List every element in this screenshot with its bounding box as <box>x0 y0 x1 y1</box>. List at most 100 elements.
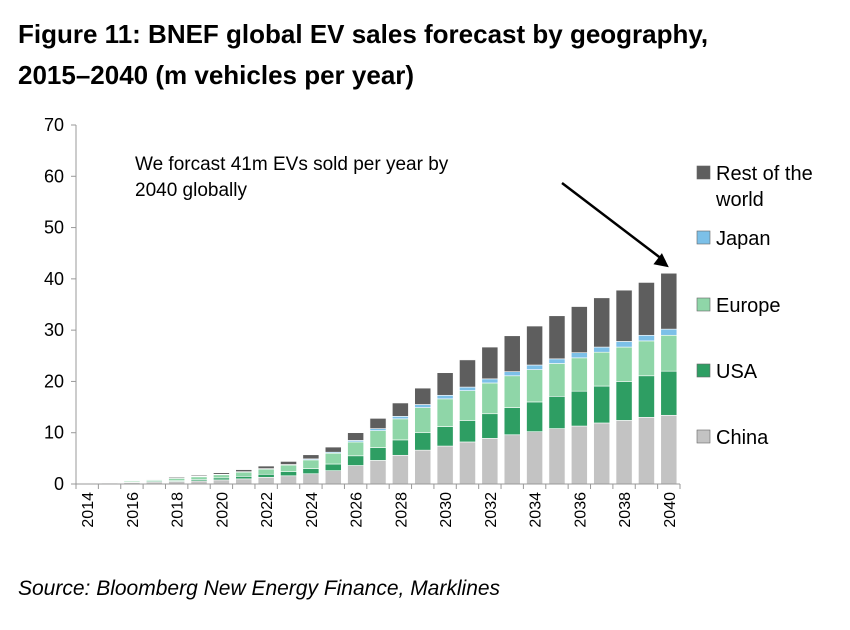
legend-swatch <box>696 297 711 312</box>
bar-segment <box>660 370 678 416</box>
bar-segment <box>481 382 499 415</box>
bar-segment <box>369 447 387 461</box>
bar-segment <box>101 481 118 483</box>
x-tick-label: 2030 <box>438 492 455 528</box>
bar-segment <box>302 454 320 460</box>
bar-segment <box>280 475 297 485</box>
legend: Rest of the world Japan Europe USA China <box>696 163 813 449</box>
bar-segment <box>660 334 678 372</box>
bar-segment <box>459 386 476 391</box>
bar-segment <box>615 346 633 382</box>
bar-segment <box>526 325 543 366</box>
bar-segment <box>302 459 320 469</box>
bar-segment <box>257 477 275 485</box>
x-tick-label: 2038 <box>617 492 634 528</box>
bar-segment <box>213 472 230 475</box>
x-tick-label: 2018 <box>170 492 187 528</box>
annotation-line-1: We forcast 41m EVs sold per year by <box>135 154 449 175</box>
annotation-arrow-head <box>653 253 669 268</box>
bar-segment <box>570 357 588 392</box>
bar-segment <box>570 425 588 485</box>
bar-segment <box>660 414 678 485</box>
bar-segment <box>145 479 163 481</box>
bar-segment <box>593 346 611 353</box>
bar-segment <box>168 478 186 481</box>
bar-segment <box>347 465 364 485</box>
bar-segment <box>593 422 611 485</box>
bar-segment <box>369 428 387 431</box>
bar-segment <box>324 452 342 465</box>
bar-segment <box>459 420 476 443</box>
bar-segment <box>660 328 678 336</box>
legend-swatch <box>696 230 711 245</box>
bar-segment <box>503 375 521 408</box>
legend-label: China <box>716 427 769 449</box>
x-tick-label: 2016 <box>125 492 142 528</box>
bar-segment <box>235 471 253 477</box>
bars <box>78 272 678 485</box>
bar-segment <box>570 390 588 427</box>
x-tick-label: 2028 <box>393 492 410 528</box>
bar-segment <box>257 468 275 475</box>
y-tick-label: 30 <box>44 320 64 340</box>
bar-segment <box>369 430 387 448</box>
x-tick-label: 2020 <box>214 492 231 528</box>
y-tick-label: 60 <box>44 166 64 186</box>
bar-segment <box>459 359 476 388</box>
bar-segment <box>414 404 432 408</box>
bar-segment <box>503 434 521 485</box>
source-note: Source: Bloomberg New Energy Finance, Ma… <box>18 577 501 600</box>
y-tick-label: 10 <box>44 423 64 443</box>
bar-segment <box>548 358 566 364</box>
bar-segment <box>392 439 409 456</box>
bar-segment <box>526 431 543 485</box>
bar-segment <box>593 385 611 424</box>
bar-segment <box>347 455 364 466</box>
bar-segment <box>324 446 342 453</box>
legend-swatch <box>696 429 711 444</box>
y-tick-label: 40 <box>44 269 64 289</box>
bar-segment <box>638 417 655 485</box>
bar-segment <box>459 390 476 421</box>
bar-segment <box>503 371 521 377</box>
chart-title-line-2: 2015–2040 (m vehicles per year) <box>18 60 415 90</box>
bar-segment <box>302 473 320 485</box>
bar-segment <box>280 464 297 472</box>
bar-segment <box>481 438 499 485</box>
bar-segment <box>660 272 678 330</box>
bar-segment <box>638 334 655 342</box>
bar-segment <box>593 297 611 348</box>
bar-segment <box>257 473 275 478</box>
bar-segment <box>548 395 566 429</box>
bar-segment <box>280 471 297 477</box>
bar-segment <box>369 418 387 429</box>
bar-segment <box>392 402 409 417</box>
y-tick-label: 70 <box>44 115 64 135</box>
bar-segment <box>235 478 253 485</box>
bar-segment <box>526 369 543 403</box>
bar-segment <box>414 407 432 434</box>
x-tick-label: 2026 <box>349 492 366 528</box>
bar-segment <box>235 469 253 472</box>
bar-segment <box>436 398 454 427</box>
chart-title: Figure 11: BNEF global EV sales forecast… <box>18 14 838 96</box>
annotation: We forcast 41m EVs sold per year by 2040… <box>135 154 669 268</box>
bar-segment <box>324 463 342 471</box>
bar-segment <box>503 407 521 436</box>
bar-segment <box>168 477 186 479</box>
bar-segment <box>392 415 409 420</box>
bar-segment <box>570 306 588 354</box>
bar-segment <box>392 454 409 485</box>
bar-segment <box>503 335 521 372</box>
annotation-line-2: 2040 globally <box>135 180 247 201</box>
x-tick-label: 2036 <box>572 492 589 528</box>
bar-segment <box>302 468 320 475</box>
bar-segment <box>436 394 454 400</box>
bar-segment <box>347 441 364 457</box>
bar-segment <box>548 428 566 485</box>
x-tick-label: 2014 <box>80 492 97 528</box>
bar-segment <box>257 465 275 469</box>
legend-swatch <box>696 165 711 180</box>
bar-segment <box>615 420 633 485</box>
bar-segment <box>392 418 409 441</box>
